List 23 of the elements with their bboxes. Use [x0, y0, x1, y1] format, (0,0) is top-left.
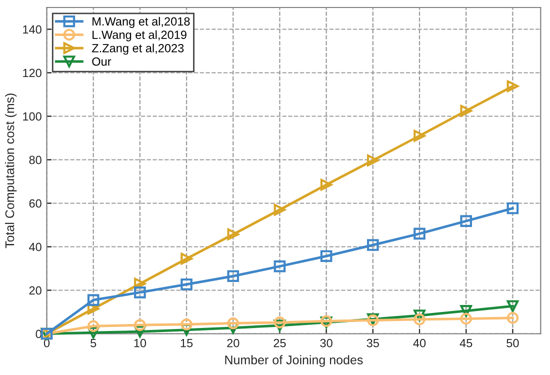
x-tick-label: 30 — [320, 338, 332, 348]
legend-label: M.Wang et al,2018 — [92, 16, 190, 28]
y-axis-title: Total Computation cost (ms) — [4, 94, 17, 248]
legend-label: L.Wang et al,2019 — [92, 30, 186, 42]
x-axis-title: Number of Joining nodes — [225, 355, 363, 367]
x-tick-label: 40 — [413, 338, 426, 348]
y-tick-label: 100 — [23, 112, 42, 121]
x-tick-label: 15 — [180, 339, 193, 348]
y-tick-label: 60 — [29, 199, 42, 208]
x-tick-label: 10 — [134, 338, 146, 348]
legend-label: Our — [92, 57, 112, 66]
y-tick-label: 120 — [23, 68, 42, 78]
x-tick-label: 20 — [227, 338, 240, 348]
x-tick-label: 5 — [90, 339, 96, 348]
y-tick-label: 20 — [29, 286, 42, 295]
legend-label: Z.Zang et al,2023 — [92, 44, 184, 55]
y-tick-label: 140 — [23, 25, 42, 34]
y-tick-label: 80 — [29, 156, 42, 164]
x-tick-label: 45 — [460, 339, 472, 348]
x-tick-label: 50 — [506, 338, 519, 348]
x-tick-label: 35 — [366, 338, 379, 348]
y-tick-label: 40 — [29, 242, 42, 252]
x-tick-label: 25 — [274, 338, 286, 348]
